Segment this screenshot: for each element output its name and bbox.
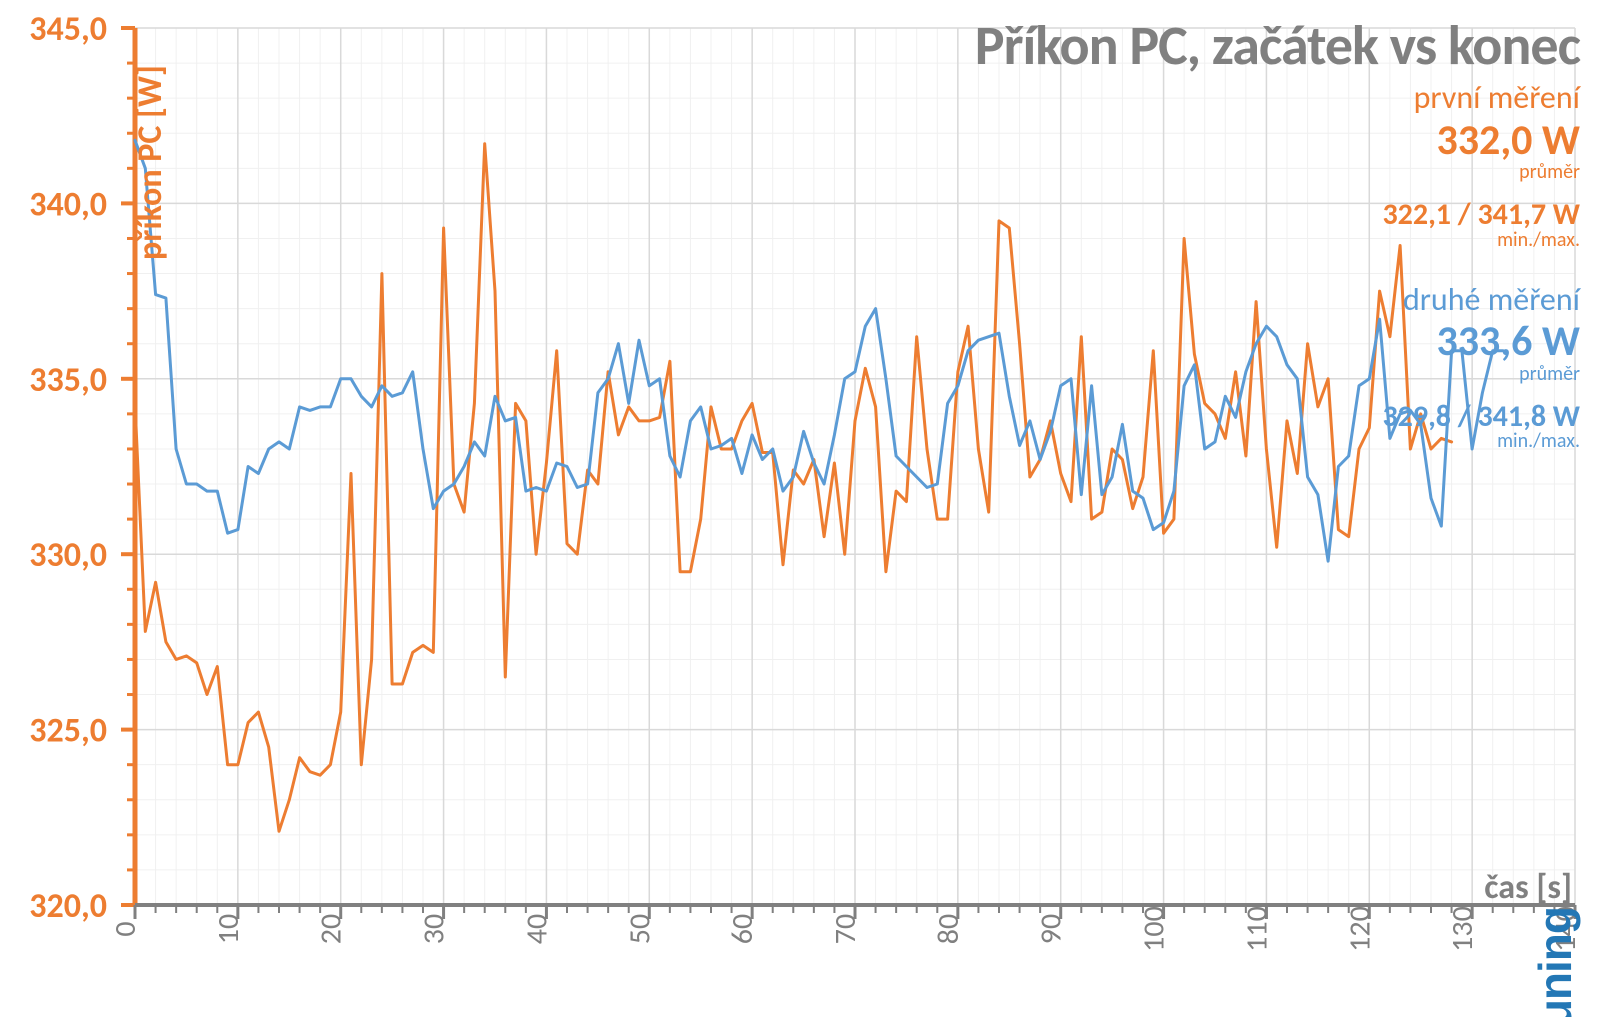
svg-text:340,0: 340,0 [29, 184, 107, 225]
svg-text:80: 80 [930, 914, 967, 944]
branding-logo: pctuning [1528, 907, 1582, 1017]
series2-stats: druhé měření 333,6 W průměr 329,8 / 341,… [1382, 282, 1580, 454]
svg-text:70: 70 [827, 914, 864, 944]
svg-text:130: 130 [1444, 906, 1481, 952]
svg-text:325,0: 325,0 [29, 711, 107, 752]
svg-text:335,0: 335,0 [29, 360, 107, 401]
series1-stats: první měření 332,0 W průměr 322,1 / 341,… [1382, 80, 1580, 252]
y-axis-label: příkon PC [W] [130, 65, 171, 260]
x-axis-label: čas [s] [1484, 867, 1572, 908]
chart-container: 320,0 325,0 330,0 335,0 340,0 345,0 0 10 20 30 40 5… [0, 0, 1600, 1017]
svg-text:50: 50 [621, 914, 658, 944]
svg-text:120: 120 [1341, 906, 1378, 952]
stats-block: první měření 332,0 W průměr 322,1 / 341,… [1382, 80, 1580, 453]
series1-avg: 332,0 W [1382, 117, 1580, 165]
svg-text:30: 30 [416, 914, 453, 944]
svg-text:100: 100 [1136, 906, 1173, 952]
svg-text:60: 60 [724, 914, 761, 944]
series2-avg: 333,6 W [1382, 318, 1580, 366]
svg-text:345,0: 345,0 [29, 9, 107, 50]
svg-text:10: 10 [210, 914, 247, 944]
series1-name: první měření [1382, 80, 1580, 117]
svg-text:110: 110 [1238, 906, 1275, 952]
svg-text:330,0: 330,0 [29, 535, 107, 576]
series2-name: druhé měření [1382, 282, 1580, 319]
svg-text:0: 0 [107, 921, 144, 936]
logo-text-b: tuning [1528, 907, 1582, 1017]
svg-text:20: 20 [313, 914, 350, 944]
chart-title: Příkon PC, začátek vs konec [975, 12, 1580, 80]
chart-svg: 320,0 325,0 330,0 335,0 340,0 345,0 0 10 20 30 40 5… [0, 0, 1600, 1017]
svg-text:90: 90 [1033, 914, 1070, 944]
svg-text:40: 40 [518, 914, 555, 944]
svg-text:320,0: 320,0 [29, 886, 107, 927]
